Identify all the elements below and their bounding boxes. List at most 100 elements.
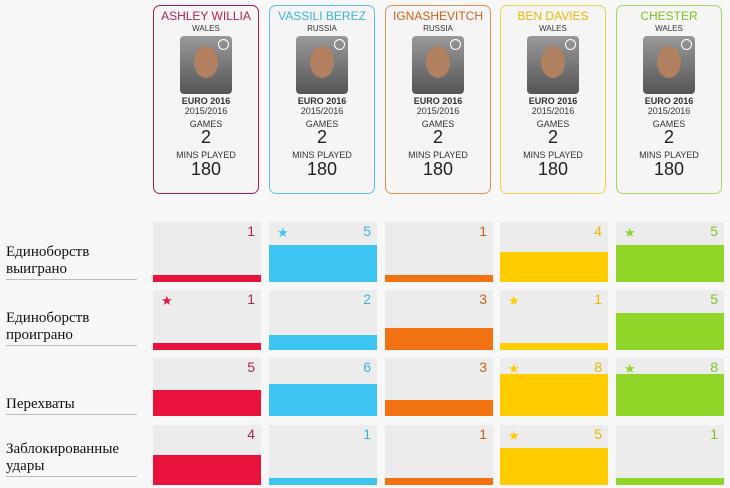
stat-bar: [616, 245, 724, 282]
stat-cell: 5 ★: [500, 425, 608, 485]
stat-value: 8: [594, 359, 602, 375]
event: EURO 2016: [644, 96, 694, 106]
player-card[interactable]: ASHLEY WILLIA WALES EURO 2016 2015/2016 …: [153, 5, 259, 194]
stat-label: Единоборств выиграно: [6, 244, 137, 280]
season: 2015/2016: [184, 106, 228, 116]
stat-cell: 5 ★: [269, 222, 377, 282]
star-icon: ★: [508, 361, 520, 376]
stat-bar: [616, 374, 724, 416]
mins-label: MINS PLAYED: [408, 150, 468, 160]
games-label: GAMES: [421, 119, 455, 129]
stat-cell: 3: [385, 290, 493, 350]
player-name: CHESTER: [640, 9, 698, 23]
player-country: WALES: [655, 24, 683, 33]
player-country: RUSSIA: [423, 24, 453, 33]
games-value: 2: [547, 127, 558, 147]
season: 2015/2016: [647, 106, 691, 116]
stat-bar: [385, 478, 493, 485]
mins-value: 180: [537, 159, 569, 179]
player-card[interactable]: VASSILI BEREZ RUSSIA EURO 2016 2015/2016…: [269, 5, 375, 194]
stat-value: 4: [247, 426, 255, 442]
stat-label-line2: проиграно: [6, 327, 73, 343]
club-logo-icon: [681, 39, 692, 50]
event: EURO 2016: [181, 96, 231, 106]
club-logo-icon: [218, 39, 229, 50]
stat-bar: [153, 343, 261, 350]
stat-label-line1: Заблокированные: [6, 441, 120, 457]
player-name: BEN DAVIES: [517, 9, 589, 23]
club-logo-icon: [565, 39, 576, 50]
stat-cell: 1: [616, 425, 724, 485]
stat-label: Перехваты: [6, 396, 137, 415]
mins-value: 180: [190, 159, 222, 179]
stat-cell: 1: [269, 425, 377, 485]
stat-cell: 5 ★: [616, 222, 724, 282]
player-name: ASHLEY WILLIA: [161, 9, 251, 23]
player-card[interactable]: IGNASHEVITCH RUSSIA EURO 2016 2015/2016 …: [385, 5, 491, 194]
stat-value: 1: [479, 426, 487, 442]
mins-value: 180: [306, 159, 338, 179]
stat-value: 4: [594, 223, 602, 239]
stat-cell: 4: [153, 425, 261, 485]
stat-cell: 8 ★: [500, 358, 608, 416]
stat-bar: [269, 335, 377, 350]
stat-value: 1: [710, 426, 718, 442]
season: 2015/2016: [416, 106, 460, 116]
event: EURO 2016: [297, 96, 347, 106]
season: 2015/2016: [531, 106, 575, 116]
mins-label: MINS PLAYED: [292, 150, 352, 160]
stat-cell: 4: [500, 222, 608, 282]
mins-label: MINS PLAYED: [176, 150, 236, 160]
player-photo: [412, 36, 464, 94]
stat-value: 5: [710, 223, 718, 239]
player-card[interactable]: BEN DAVIES WALES EURO 2016 2015/2016 GAM…: [500, 5, 606, 194]
stat-cell: 1 ★: [500, 290, 608, 350]
stat-cell: 3: [385, 358, 493, 416]
player-country: WALES: [192, 24, 220, 33]
stat-bar: [385, 328, 493, 350]
stat-bar: [269, 478, 377, 485]
stat-value: 3: [479, 291, 487, 307]
stat-bar: [616, 313, 724, 350]
games-value: 2: [316, 127, 327, 147]
player-name: VASSILI BEREZ: [278, 9, 366, 23]
stat-bar: [500, 343, 608, 350]
stat-bar: [269, 384, 377, 416]
star-icon: ★: [508, 293, 520, 308]
player-photo: [527, 36, 579, 94]
stat-value: 6: [363, 359, 371, 375]
star-icon: ★: [624, 361, 636, 376]
games-value: 2: [432, 127, 443, 147]
stat-label-line2: Перехваты: [6, 396, 75, 412]
mins-label: MINS PLAYED: [639, 150, 699, 160]
star-icon: ★: [161, 293, 173, 308]
player-photo: [180, 36, 232, 94]
stat-value: 1: [247, 223, 255, 239]
player-card[interactable]: CHESTER WALES EURO 2016 2015/2016 GAMES …: [616, 5, 722, 194]
club-logo-icon: [450, 39, 461, 50]
star-icon: ★: [624, 225, 636, 240]
games-label: GAMES: [652, 119, 686, 129]
stat-bar: [153, 275, 261, 282]
stat-bar: [500, 252, 608, 282]
player-photo: [296, 36, 348, 94]
stat-bar: [385, 400, 493, 416]
stat-label-line2: удары: [6, 458, 45, 474]
games-label: GAMES: [305, 119, 339, 129]
stat-cell: 1: [153, 222, 261, 282]
player-photo: [643, 36, 695, 94]
games-value: 2: [663, 127, 674, 147]
stat-bar: [153, 390, 261, 416]
stat-bar: [500, 374, 608, 416]
stat-cell: 5: [153, 358, 261, 416]
stat-value: 1: [247, 291, 255, 307]
stat-label-line2: выиграно: [6, 261, 68, 277]
games-value: 2: [200, 127, 211, 147]
stat-value: 2: [363, 291, 371, 307]
stat-value: 5: [594, 426, 602, 442]
stat-cell: 5: [616, 290, 724, 350]
event: EURO 2016: [528, 96, 578, 106]
games-label: GAMES: [536, 119, 570, 129]
event: EURO 2016: [413, 96, 463, 106]
star-icon: ★: [277, 225, 289, 240]
